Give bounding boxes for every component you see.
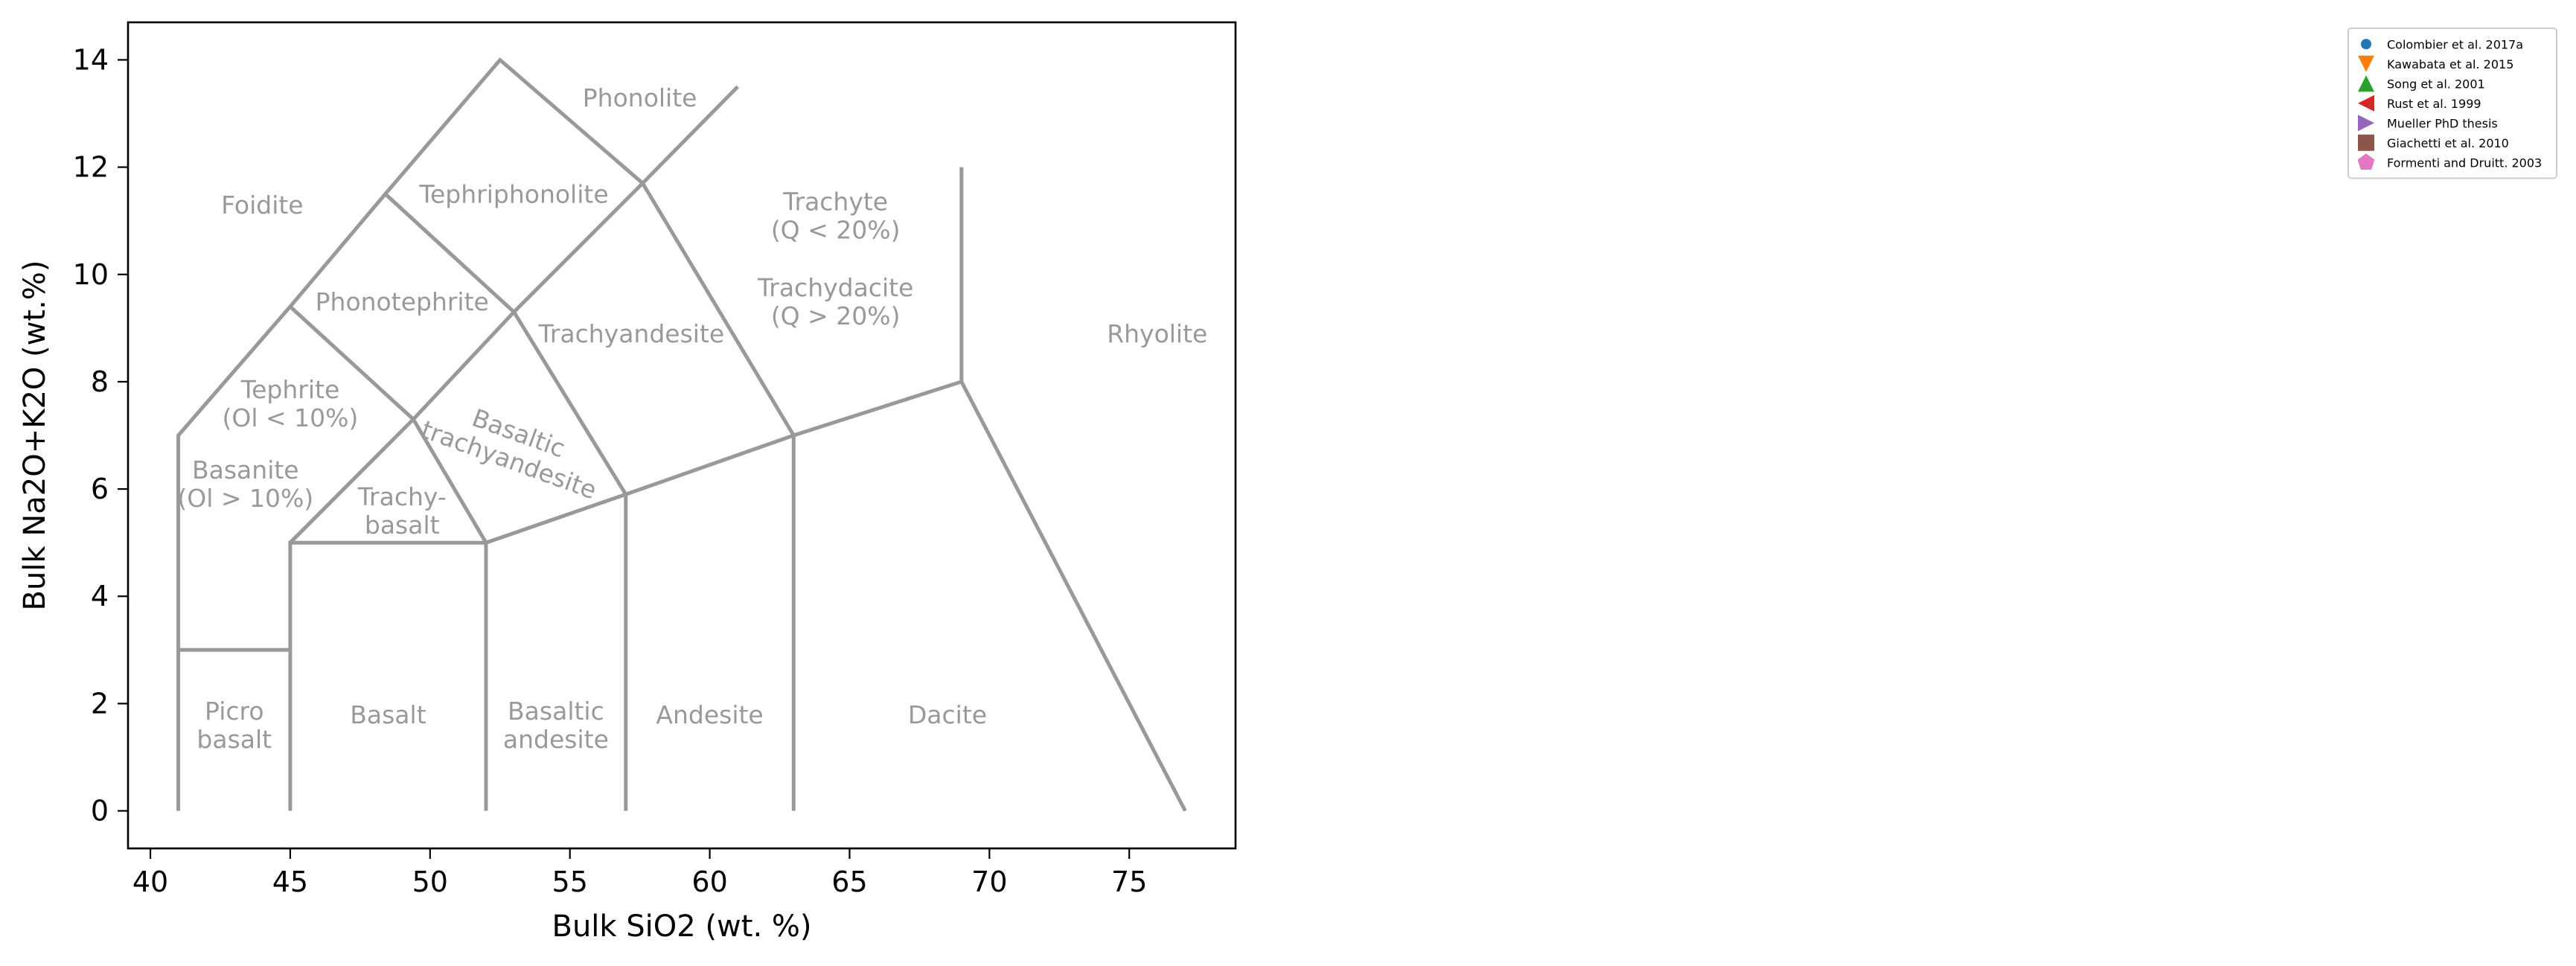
region-label-line: Trachyandesite: [538, 319, 725, 348]
x-tick-label: 70: [971, 866, 1007, 898]
classification-boundaries: [176, 57, 1187, 812]
x-axis: 40 45 50 55 60 65 70 75: [132, 848, 1147, 898]
region-label-line: Phonolite: [583, 83, 697, 112]
region-label-line: Foidite: [221, 191, 304, 220]
legend-marker-pentagon: [2357, 153, 2375, 170]
region-label-line: basalt: [365, 511, 440, 540]
x-axis-title: Bulk SiO2 (wt. %): [552, 909, 812, 944]
legend-marker-triangle-down: [2358, 55, 2374, 72]
legend: Colombier et al. 2017a Kawabata et al. 20…: [2348, 28, 2557, 179]
region-label-line: Trachyte: [782, 188, 888, 217]
legend-item: Formenti and Druitt. 2003: [2357, 153, 2542, 170]
region-label: Phonolite: [583, 83, 697, 112]
legend-item: Song et al. 2001: [2358, 75, 2485, 92]
legend-label: Song et al. 2001: [2387, 77, 2485, 91]
region-label: Tephriphonolite: [418, 180, 608, 209]
x-tick-label: 45: [272, 866, 308, 898]
legend-item: Mueller PhD thesis: [2358, 115, 2498, 132]
region-label: Foidite: [221, 191, 304, 220]
legend-marker-triangle-left: [2358, 95, 2374, 112]
x-tick-label: 55: [552, 866, 588, 898]
region-label: Basaltictrachyandesite: [418, 388, 610, 505]
region-label: Basanite (Ol > 10%): [177, 455, 313, 513]
legend-item: Kawabata et al. 2015: [2358, 55, 2513, 72]
legend-label: Formenti and Druitt. 2003: [2387, 156, 2542, 170]
region-label-line: Basaltic: [508, 697, 604, 726]
region-label-line: Phonotephrite: [316, 287, 489, 316]
region-label: Trachy-basalt: [357, 482, 447, 540]
legend-label: Rust et al. 1999: [2387, 97, 2481, 111]
region-label: Basaltic andesite: [503, 697, 609, 754]
y-axis: 0 2 4 6 8 10 12 14: [73, 43, 128, 828]
region-label-line: andesite: [503, 725, 609, 754]
x-tick-label: 65: [831, 866, 867, 898]
x-tick-label: 40: [132, 866, 168, 898]
region-label-line: Tephrite: [240, 375, 340, 404]
legend-marker-triangle-up: [2358, 75, 2374, 92]
region-label-line: (Q < 20%): [771, 216, 901, 245]
region-label-line: (Q > 20%): [771, 301, 901, 330]
region-label: Trachyandesite: [538, 319, 725, 348]
region-label-line: Rhyolite: [1107, 319, 1207, 348]
region-label-line: Trachy-: [357, 482, 447, 511]
legend-marker-circle: [2361, 39, 2371, 50]
region-label: Basalt: [350, 700, 426, 729]
region-label-line: (Ol < 10%): [223, 403, 359, 432]
legend-label: Colombier et al. 2017a: [2387, 37, 2523, 51]
region-label: Phonotephrite: [316, 287, 489, 316]
region-label-line: Tephriphonolite: [418, 180, 608, 209]
y-axis-title: Bulk Na2O+K2O (wt.%): [18, 260, 52, 611]
region-label-line: (Ol > 10%): [177, 484, 313, 513]
x-tick-label: 75: [1111, 866, 1147, 898]
plot-frame: [127, 21, 1237, 850]
y-tick-label: 8: [91, 365, 109, 398]
y-tick-label: 4: [91, 580, 109, 612]
x-tick-label: 60: [691, 866, 727, 898]
region-label-line: Basanite: [192, 455, 299, 484]
legend-item: Rust et al. 1999: [2358, 95, 2481, 112]
region-label: Picro basalt: [196, 697, 272, 754]
region-label-line: Dacite: [908, 700, 987, 729]
region-label: Andesite: [656, 700, 763, 729]
region-label: Tephrite (Ol < 10%): [223, 375, 359, 432]
y-tick-label: 10: [73, 258, 109, 291]
region-label: Dacite: [908, 700, 987, 729]
region-labels: Foidite Phonolite Tephriphonolite Phonoteph…: [177, 83, 1207, 754]
legend-label: Kawabata et al. 2015: [2387, 57, 2513, 71]
legend-marker-square: [2358, 134, 2374, 151]
y-tick-label: 6: [91, 473, 109, 505]
region-label: Trachydacite (Q > 20%): [757, 273, 913, 330]
boundary-line-8: [289, 305, 488, 544]
legend-item: Giachetti et al. 2010: [2358, 134, 2509, 151]
y-tick-label: 0: [91, 795, 109, 828]
legend-marker-triangle-right: [2358, 115, 2374, 132]
region-label-line: Basalt: [350, 700, 426, 729]
region-label-line: Trachydacite: [757, 273, 913, 302]
legend-label: Mueller PhD thesis: [2387, 116, 2498, 130]
legend-item: Colombier et al. 2017a: [2361, 37, 2523, 51]
region-label-line: Andesite: [656, 700, 763, 729]
region-label-line: basalt: [196, 725, 272, 754]
legend-box: [2348, 28, 2557, 179]
y-tick-label: 12: [73, 151, 109, 184]
boundary-line-2: [288, 379, 1187, 812]
region-label: Trachyte (Q < 20%): [771, 188, 901, 245]
region-label-line: Picro: [205, 697, 264, 726]
region-label: Rhyolite: [1107, 319, 1207, 348]
y-tick-label: 2: [91, 687, 109, 720]
boundary-line-9: [384, 192, 627, 496]
x-tick-label: 50: [412, 866, 448, 898]
y-tick-label: 14: [73, 43, 109, 76]
legend-label: Giachetti et al. 2010: [2387, 136, 2509, 150]
